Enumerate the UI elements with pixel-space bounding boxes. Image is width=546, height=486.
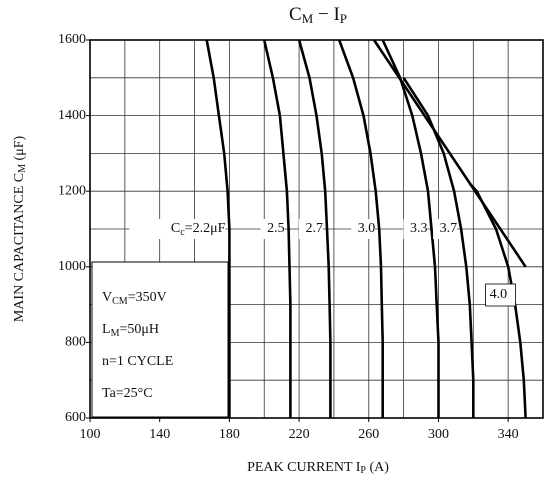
condition-part: =50μH: [119, 322, 159, 337]
condition-part: n=1 CYCLE: [102, 354, 173, 369]
y-label-part: M: [17, 164, 28, 173]
label-box: [485, 283, 516, 307]
x-label-part: PEAK CURRENT I: [247, 460, 361, 475]
x-label-part: (A): [366, 460, 389, 475]
condition-part: =350V: [128, 290, 167, 305]
condition: VCM=350V: [102, 290, 167, 307]
condition-part: Ta=25°C: [102, 386, 153, 401]
condition-part: M: [111, 328, 120, 339]
curve: [297, 39, 332, 418]
label-part: μF: [210, 221, 226, 236]
curve-label: 2.7: [305, 221, 323, 236]
condition-part: V: [102, 290, 112, 305]
x-tick-label: 220: [289, 427, 310, 442]
condition: n=1 CYCLE: [102, 354, 173, 369]
curve-label: 2.5: [267, 221, 285, 236]
curve-label: 3.7: [440, 221, 458, 236]
curve: [262, 39, 292, 418]
title-part: P: [340, 11, 347, 26]
x-tick-label: 180: [219, 427, 240, 442]
x-tick-label: 100: [80, 427, 101, 442]
curve-label: 3.0: [358, 221, 376, 236]
condition: LM=50μH: [102, 322, 159, 339]
curve-label: 4.0: [490, 287, 508, 302]
title-part: M: [302, 11, 314, 26]
label-bg: [403, 219, 428, 239]
y-tick-label: 1200: [58, 183, 86, 198]
x-tick-label: 260: [358, 427, 379, 442]
title-part: C: [289, 4, 302, 25]
condition-part: L: [102, 322, 111, 337]
x-axis-label: PEAK CURRENT IP (A): [247, 460, 389, 476]
label-part: C: [171, 221, 180, 236]
condition: Ta=25°C: [102, 386, 153, 401]
label-part: c: [180, 227, 185, 238]
label-bg: [129, 219, 226, 239]
y-label-part: MAIN CAPACITANCE C: [12, 173, 27, 322]
label-bg: [260, 219, 285, 239]
curve-label: Cc=2.2μF: [171, 221, 226, 238]
curve: [381, 39, 440, 418]
label-bg: [433, 219, 458, 239]
y-tick-label: 800: [65, 335, 86, 350]
y-tick-label: 600: [65, 410, 86, 425]
y-tick-label: 1000: [58, 259, 86, 274]
y-axis-label: MAIN CAPACITANCE CM (μF): [12, 136, 28, 323]
y-tick-label: 1600: [58, 32, 86, 47]
x-tick-label: 300: [428, 427, 449, 442]
label-bg: [298, 219, 323, 239]
envelope-line: [372, 39, 527, 268]
y-label-part: (μF): [12, 136, 27, 164]
curve: [337, 39, 384, 418]
curve: [205, 39, 231, 418]
x-label-part: P: [360, 465, 366, 476]
chart-title: CM − IP: [289, 4, 347, 26]
label-part: =: [185, 221, 193, 236]
plot-frame: [89, 39, 544, 419]
conditions-box: [91, 261, 229, 418]
condition-part: CM: [112, 296, 128, 307]
label-part: 2.2: [193, 221, 211, 236]
x-tick-label: 140: [149, 427, 170, 442]
y-tick-label: 1400: [58, 108, 86, 123]
x-tick-label: 340: [498, 427, 519, 442]
label-bg: [351, 219, 376, 239]
title-part: − I: [313, 4, 340, 25]
curve-label: 3.3: [410, 221, 428, 236]
